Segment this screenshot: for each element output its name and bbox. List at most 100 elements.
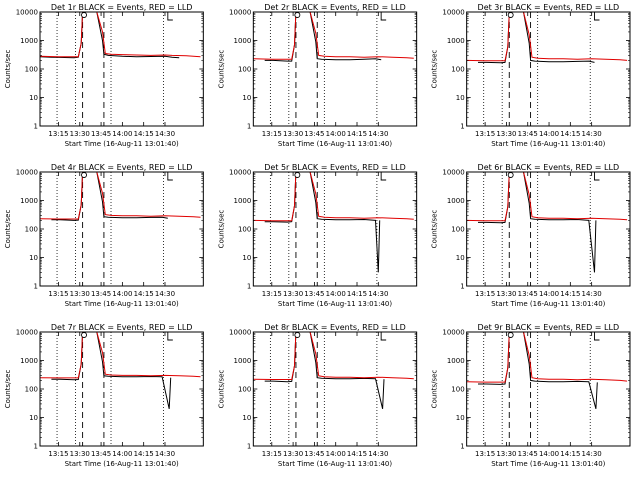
x-tick-label: 14:00 [326, 290, 346, 298]
x-tick-label: 14:00 [539, 130, 559, 138]
events-series-line [51, 172, 168, 221]
y-tick-label: 1 [34, 123, 38, 131]
plot-frame [466, 171, 631, 287]
x-tick-label: 14:30 [582, 290, 602, 298]
lld-series-line [466, 12, 628, 62]
y-tick-label: 1 [34, 283, 38, 291]
plot-frame [252, 171, 418, 287]
x-tick-label: 14:15 [560, 130, 580, 138]
x-axis-label: Start Time (16-Aug-11 13:01:40) [65, 460, 179, 468]
y-tick-label: 10000 [442, 169, 464, 177]
x-tick-label: 13:45 [304, 130, 324, 138]
o-marker [507, 172, 514, 178]
x-tick-label: 14:00 [112, 130, 132, 138]
l-marker [380, 332, 387, 341]
y-axis-label: Counts/sec [4, 210, 12, 249]
plot-frame [39, 171, 204, 287]
events-series-line [264, 332, 385, 410]
y-axis-label: Counts/sec [217, 50, 225, 89]
plot-frame [39, 11, 204, 127]
y-tick-label: 10 [456, 414, 465, 422]
x-tick-label: 13:45 [91, 450, 111, 458]
x-tick-label: 14:15 [134, 130, 154, 138]
panel-title: Det 8r BLACK = Events, RED = LLD [264, 323, 406, 332]
x-tick-label: 14:30 [155, 450, 175, 458]
y-tick-label: 10000 [229, 169, 251, 177]
x-tick-label: 13:45 [518, 290, 538, 298]
x-axis-label: Start Time (16-Aug-11 13:01:40) [278, 460, 392, 468]
l-marker [167, 332, 173, 341]
panel-title: Det 2r BLACK = Events, RED = LLD [264, 3, 406, 12]
panel-title: Det 3r BLACK = Events, RED = LLD [478, 3, 620, 12]
x-axis-label: Start Time (16-Aug-11 13:01:40) [65, 300, 179, 308]
y-tick-label: 1000 [234, 357, 252, 365]
x-tick-label: 13:45 [91, 290, 111, 298]
x-tick-label: 13:45 [518, 130, 538, 138]
l-marker [594, 12, 600, 21]
o-marker [81, 332, 87, 338]
y-axis-label: Counts/sec [217, 370, 225, 409]
x-tick-label: 14:30 [155, 290, 175, 298]
x-tick-label: 14:30 [582, 130, 602, 138]
x-tick-label: 14:00 [326, 450, 346, 458]
y-tick-label: 1 [34, 443, 38, 451]
x-axis-label: Start Time (16-Aug-11 13:01:40) [278, 140, 392, 148]
o-marker [81, 12, 87, 18]
o-marker [294, 332, 301, 338]
lld-series-line [253, 12, 414, 60]
y-tick-label: 1 [460, 283, 464, 291]
x-axis-label: Start Time (16-Aug-11 13:01:40) [65, 140, 179, 148]
x-tick-label: 13:15 [48, 130, 68, 138]
lld-series-line [253, 172, 414, 222]
detector-panel: Det 4r BLACK = Events, RED = LLD 1 10 100 10… [4, 163, 204, 308]
plot-frame [466, 11, 631, 127]
y-axis-label: Counts/sec [4, 50, 12, 89]
detector-panel: Det 6r BLACK = Events, RED = LLD 1 10 100 10… [431, 163, 631, 308]
y-tick-label: 1 [247, 283, 251, 291]
y-tick-label: 1000 [234, 197, 252, 205]
y-tick-label: 100 [25, 66, 38, 74]
panel-title: Det 1r BLACK = Events, RED = LLD [51, 3, 193, 12]
x-tick-label: 13:15 [262, 450, 282, 458]
y-axis-label: Counts/sec [431, 50, 439, 89]
y-tick-label: 100 [238, 386, 251, 394]
plot-frame [252, 11, 418, 127]
x-tick-label: 14:00 [539, 450, 559, 458]
l-marker [167, 172, 173, 181]
x-tick-label: 13:15 [262, 130, 282, 138]
y-tick-label: 10 [29, 254, 38, 262]
x-tick-label: 13:45 [91, 130, 111, 138]
x-tick-label: 13:30 [496, 130, 516, 138]
plot-frame [39, 331, 204, 447]
y-tick-label: 1 [247, 443, 251, 451]
events-series-line [264, 12, 382, 62]
x-tick-label: 13:15 [48, 450, 68, 458]
o-marker [507, 332, 514, 338]
o-marker [81, 172, 87, 178]
x-tick-label: 14:15 [134, 290, 154, 298]
x-axis-label: Start Time (16-Aug-11 13:01:40) [278, 300, 392, 308]
l-marker [167, 12, 173, 21]
y-tick-label: 1000 [447, 197, 465, 205]
detector-panel: Det 5r BLACK = Events, RED = LLD 1 10 100 10… [217, 163, 418, 308]
y-tick-label: 10000 [442, 329, 464, 337]
l-marker [380, 172, 387, 181]
x-tick-label: 13:45 [518, 450, 538, 458]
l-marker [594, 172, 600, 181]
x-tick-label: 13:15 [262, 290, 282, 298]
y-axis-label: Counts/sec [431, 370, 439, 409]
x-tick-label: 13:30 [283, 130, 303, 138]
x-tick-label: 13:30 [70, 290, 90, 298]
y-tick-label: 10000 [16, 329, 38, 337]
x-tick-label: 13:45 [304, 450, 324, 458]
x-tick-label: 14:15 [347, 130, 367, 138]
l-marker [594, 332, 600, 341]
panel-title: Det 4r BLACK = Events, RED = LLD [51, 163, 193, 172]
y-tick-label: 1000 [447, 37, 465, 45]
y-tick-label: 10000 [229, 329, 251, 337]
x-tick-label: 13:30 [283, 290, 303, 298]
x-tick-label: 13:45 [304, 290, 324, 298]
x-tick-label: 14:30 [368, 450, 388, 458]
o-marker [294, 172, 301, 178]
